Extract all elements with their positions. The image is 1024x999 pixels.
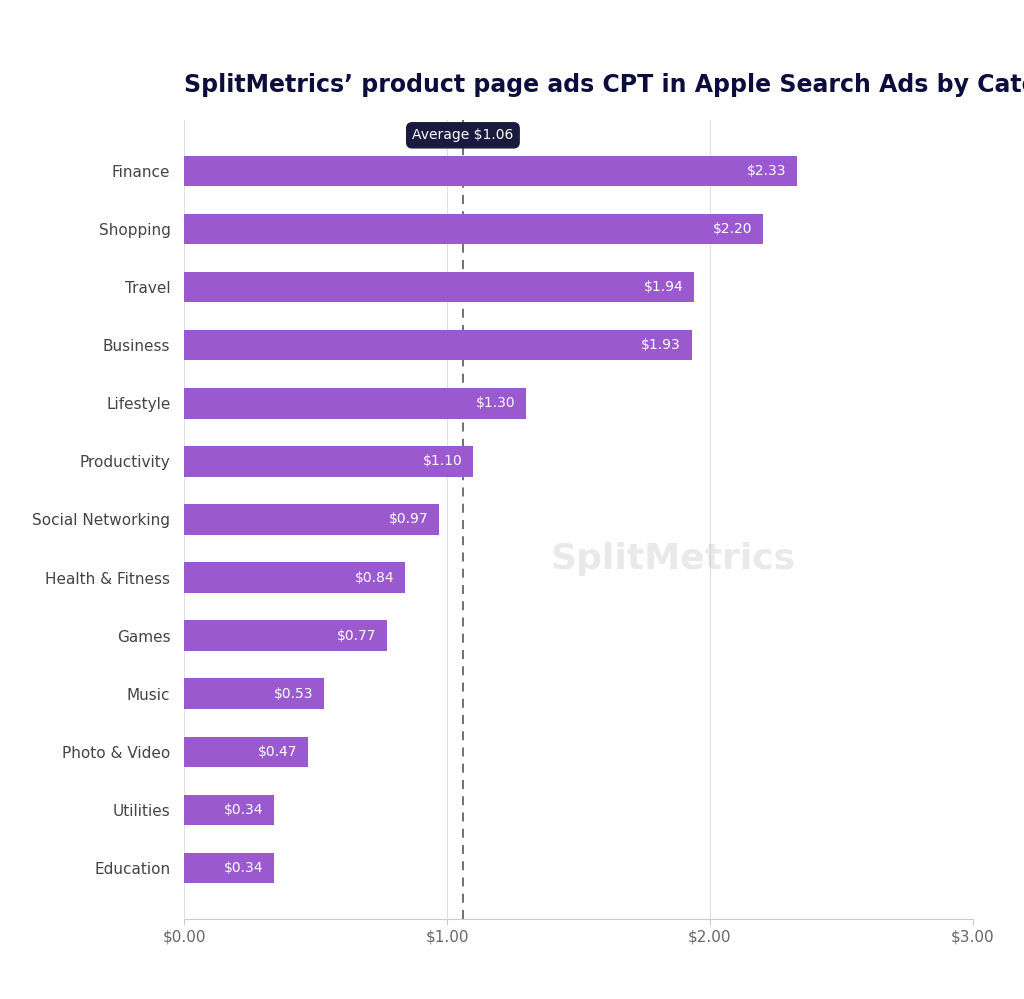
Bar — [184, 504, 439, 534]
Bar — [184, 852, 273, 883]
Text: $0.34: $0.34 — [223, 861, 263, 875]
Bar — [184, 273, 694, 303]
Text: $0.97: $0.97 — [389, 512, 429, 526]
Text: SplitMetrics’ product page ads CPT in Apple Search Ads by Category: SplitMetrics’ product page ads CPT in Ap… — [184, 73, 1024, 97]
Text: SplitMetrics: SplitMetrics — [551, 542, 796, 576]
Text: $1.30: $1.30 — [476, 397, 515, 411]
Text: Average $1.06: Average $1.06 — [413, 128, 514, 142]
Text: $1.93: $1.93 — [641, 339, 681, 353]
Bar — [184, 736, 308, 766]
Text: $0.84: $0.84 — [355, 570, 394, 584]
Bar — [184, 447, 473, 477]
Bar — [184, 562, 406, 592]
Bar — [184, 156, 797, 187]
Text: $0.53: $0.53 — [273, 686, 313, 700]
Bar — [184, 678, 324, 708]
Bar — [184, 794, 273, 825]
Bar — [184, 331, 691, 361]
Text: $1.94: $1.94 — [644, 281, 684, 295]
Bar — [184, 620, 387, 650]
Bar — [184, 214, 763, 245]
Text: $2.20: $2.20 — [713, 223, 752, 237]
Text: $1.10: $1.10 — [423, 455, 463, 469]
Text: $2.33: $2.33 — [746, 164, 786, 178]
Text: $0.77: $0.77 — [337, 628, 376, 642]
Bar — [184, 389, 526, 419]
Text: $0.34: $0.34 — [223, 802, 263, 816]
Text: $0.47: $0.47 — [258, 744, 297, 758]
